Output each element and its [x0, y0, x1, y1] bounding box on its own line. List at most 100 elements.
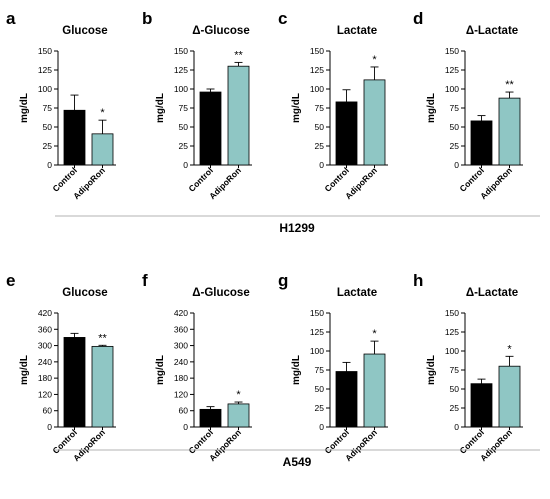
y-tick-label: 0: [47, 422, 52, 432]
bar-control: [63, 337, 86, 428]
y-tick-label: 25: [179, 141, 189, 151]
y-tick-label: 150: [174, 46, 188, 56]
y-tick-label: 25: [43, 141, 53, 151]
y-tick-label: 100: [310, 84, 324, 94]
significance-marker: **: [234, 49, 243, 61]
y-tick-label: 420: [174, 308, 188, 318]
y-tick-label: 50: [179, 122, 189, 132]
y-tick-label: 0: [319, 160, 324, 170]
bar-adiporon: [498, 365, 521, 428]
y-tick-label: 420: [38, 308, 52, 318]
chart-title: Δ-Lactate: [466, 287, 518, 299]
y-axis-label: mg/dL: [155, 355, 166, 385]
y-tick-label: 75: [315, 103, 325, 113]
panel-c: cLactatemg/dL0255075100125150Control*Adi…: [278, 9, 388, 201]
bar-adiporon: [363, 353, 386, 428]
y-tick-label: 50: [315, 384, 325, 394]
y-tick-label: 0: [454, 422, 459, 432]
y-tick-label: 50: [43, 122, 53, 132]
panel-letter: h: [413, 271, 423, 290]
y-axis-label: mg/dL: [291, 355, 302, 385]
chart-title: Δ-Glucose: [192, 287, 249, 299]
y-tick-label: 360: [174, 324, 188, 334]
y-axis-label: mg/dL: [291, 93, 302, 123]
y-tick-label: 0: [183, 422, 188, 432]
y-tick-label: 25: [315, 141, 325, 151]
panel-e: eGlucosemg/dL060120180240300360420Contro…: [6, 271, 116, 463]
y-tick-label: 25: [450, 141, 460, 151]
y-tick-label: 180: [38, 373, 52, 383]
y-axis-label: mg/dL: [19, 93, 30, 123]
panel-letter: g: [278, 271, 288, 290]
y-tick-label: 125: [310, 327, 324, 337]
significance-marker: *: [372, 328, 377, 340]
y-tick-label: 150: [310, 308, 324, 318]
y-tick-label: 300: [174, 341, 188, 351]
chart-title: Lactate: [337, 287, 377, 299]
cell-line-label: H1299: [279, 221, 315, 235]
y-tick-label: 125: [445, 327, 459, 337]
bar-control: [63, 109, 86, 166]
chart-title: Δ-Lactate: [466, 25, 518, 37]
y-tick-label: 0: [47, 160, 52, 170]
y-tick-label: 150: [445, 46, 459, 56]
y-tick-label: 60: [179, 406, 189, 416]
bar-control: [335, 101, 358, 166]
significance-marker: *: [507, 343, 512, 355]
bar-adiporon: [227, 65, 250, 166]
y-axis-label: mg/dL: [19, 355, 30, 385]
panel-letter: c: [278, 9, 287, 28]
panel-letter: d: [413, 9, 423, 28]
significance-marker: *: [236, 389, 241, 401]
y-tick-label: 125: [445, 65, 459, 75]
significance-marker: **: [98, 332, 107, 344]
y-tick-label: 75: [43, 103, 53, 113]
bar-adiporon: [91, 345, 114, 428]
y-tick-label: 50: [315, 122, 325, 132]
y-tick-label: 0: [319, 422, 324, 432]
y-axis-label: mg/dL: [426, 93, 437, 123]
y-tick-label: 0: [183, 160, 188, 170]
y-axis-label: mg/dL: [155, 93, 166, 123]
y-tick-label: 75: [450, 103, 460, 113]
y-tick-label: 150: [310, 46, 324, 56]
y-tick-label: 125: [174, 65, 188, 75]
y-tick-label: 120: [38, 389, 52, 399]
y-tick-label: 0: [454, 160, 459, 170]
y-tick-label: 240: [174, 357, 188, 367]
panel-letter: e: [6, 271, 15, 290]
bar-control: [199, 408, 222, 428]
bar-adiporon: [498, 97, 521, 166]
y-tick-label: 50: [450, 384, 460, 394]
significance-marker: *: [100, 107, 105, 119]
chart-title: Lactate: [337, 25, 377, 37]
panel-d: dΔ-Lactatemg/dL0255075100125150Control**…: [413, 9, 523, 201]
panel-letter: b: [142, 9, 152, 28]
panel-f: fΔ-Glucosemg/dL060120180240300360420Cont…: [142, 271, 252, 463]
y-tick-label: 25: [315, 403, 325, 413]
y-tick-label: 50: [450, 122, 460, 132]
y-tick-label: 100: [38, 84, 52, 94]
bar-control: [335, 371, 358, 428]
chart-title: Δ-Glucose: [192, 25, 249, 37]
significance-marker: **: [505, 79, 514, 91]
bar-adiporon: [227, 403, 250, 428]
significance-marker: *: [372, 54, 377, 66]
y-tick-label: 150: [445, 308, 459, 318]
y-tick-label: 125: [38, 65, 52, 75]
y-tick-label: 240: [38, 357, 52, 367]
y-tick-label: 125: [310, 65, 324, 75]
y-tick-label: 100: [445, 84, 459, 94]
y-tick-label: 180: [174, 373, 188, 383]
y-tick-label: 360: [38, 324, 52, 334]
y-tick-label: 100: [174, 84, 188, 94]
panel-letter: a: [6, 9, 16, 28]
panel-letter: f: [142, 271, 148, 290]
y-tick-label: 25: [450, 403, 460, 413]
y-tick-label: 75: [179, 103, 189, 113]
bar-adiporon: [91, 133, 114, 166]
y-tick-label: 100: [445, 346, 459, 356]
y-tick-label: 75: [450, 365, 460, 375]
